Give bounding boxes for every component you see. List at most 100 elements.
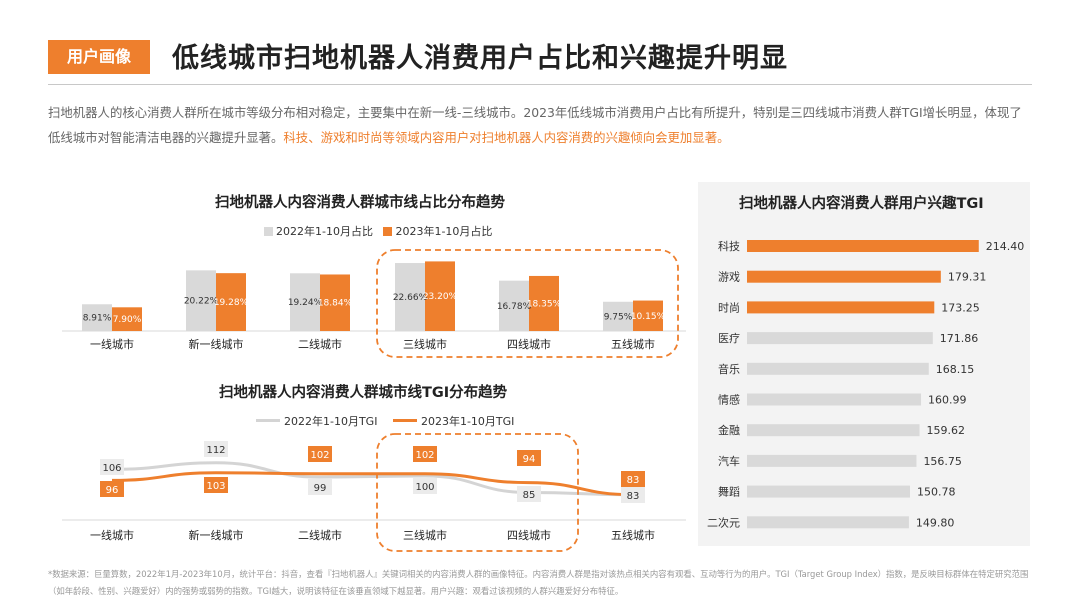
legend-line-label-2022: 2022年1-10月TGI — [284, 415, 378, 428]
interest-value-8: 150.78 — [917, 486, 956, 499]
legend-line-label-2023: 2023年1-10月TGI — [420, 415, 515, 428]
interest-bar-4 — [747, 362, 929, 375]
tgi-label-bg-2023-3 — [413, 446, 437, 462]
line-series-2022 — [111, 461, 634, 497]
tgi-label-2023-4: 94 — [523, 454, 536, 465]
interest-value-5: 160.99 — [928, 394, 967, 407]
interest-bar-7 — [747, 454, 917, 467]
interest-value-9: 149.80 — [916, 516, 955, 529]
interest-value-2: 173.25 — [941, 301, 980, 314]
tgi-label-bg-2023-1 — [204, 477, 228, 493]
interest-chart-title: 扫地机器人内容消费人群用户兴趣TGI — [739, 196, 984, 212]
interest-value-0: 214.40 — [986, 240, 1024, 253]
bar-label-2023-3: 23.20% — [423, 292, 458, 302]
bar-category-4: 四线城市 — [507, 337, 551, 351]
bar-category-5: 五线城市 — [611, 337, 655, 351]
interest-category-1: 游戏 — [718, 271, 740, 284]
bar-chart-legend: 2022年1-10月占比 2023年1-10月占比 — [264, 223, 492, 239]
tgi-label-bg-2023-2 — [308, 446, 332, 462]
tgi-label-2023-0: 96 — [106, 485, 119, 496]
interest-category-2: 时尚 — [718, 300, 740, 314]
intro-paragraph: 扫地机器人的核心消费人群所在城市等级分布相对稳定，主要集中在新一线-三线城市。2… — [48, 100, 1034, 150]
bar-2022-5 — [603, 301, 633, 331]
bar-2022-1 — [186, 270, 216, 331]
bar-category-1: 新一线城市 — [189, 337, 244, 351]
bar-category-2: 二线城市 — [298, 337, 342, 351]
tgi-label-2023-5: 83 — [627, 475, 640, 486]
bar-2023-3 — [425, 261, 455, 331]
bar-2022-2 — [290, 273, 320, 331]
interest-category-7: 汽车 — [718, 454, 740, 468]
line-category-5: 五线城市 — [611, 528, 655, 542]
bar-2023-4 — [529, 275, 559, 331]
legend-swatch-2022 — [264, 227, 273, 236]
bar-label-2022-2: 19.24% — [288, 298, 323, 308]
tgi-label-bg-2023-4 — [517, 450, 541, 466]
bar-label-2023-2: 18.84% — [318, 299, 353, 309]
bar-label-2023-1: 19.28% — [214, 298, 249, 308]
interest-category-5: 情感 — [718, 394, 740, 407]
interest-bar-6 — [747, 424, 920, 437]
interest-category-3: 医疗 — [718, 331, 740, 345]
bar-chart-title: 扫地机器人内容消费人群城市线占比分布趋势 — [215, 195, 505, 211]
bar-label-2023-5: 10.15% — [631, 312, 666, 322]
line-series-2023 — [111, 471, 634, 497]
tgi-label-2022-1: 112 — [206, 445, 225, 456]
bar-label-2022-4: 16.78% — [497, 302, 532, 312]
interest-category-8: 舞蹈 — [718, 486, 740, 499]
bar-2023-5 — [633, 300, 663, 331]
tgi-label-2023-2: 102 — [310, 450, 329, 461]
legend-line-2022 — [256, 419, 280, 422]
tgi-label-2022-5: 83 — [627, 491, 640, 502]
intro-text: 扫地机器人的核心消费人群所在城市等级分布相对稳定，主要集中在新一线-三线城市。2… — [48, 105, 1022, 145]
bar-label-2022-5: 9.75% — [604, 312, 633, 322]
bar-2022-3 — [395, 263, 425, 331]
legend-label-2022: 2022年1-10月占比 — [276, 225, 373, 238]
tgi-label-2022-3: 100 — [415, 482, 434, 493]
bar-2022-0 — [82, 304, 112, 331]
tgi-label-2022-2: 99 — [314, 483, 327, 494]
tgi-label-2022-0: 106 — [102, 463, 121, 474]
bar-category-0: 一线城市 — [90, 337, 134, 351]
interest-bar-8 — [747, 485, 910, 498]
bar-highlight-box — [376, 249, 679, 358]
bar-category-3: 三线城市 — [403, 337, 447, 351]
tgi-label-bg-2022-3 — [413, 478, 437, 494]
tgi-label-2022-4: 85 — [523, 490, 536, 501]
bar-2023-2 — [320, 274, 350, 331]
bar-2023-1 — [216, 273, 246, 331]
line-category-1: 新一线城市 — [189, 528, 244, 542]
bar-label-2023-4: 18.35% — [527, 299, 562, 309]
line-highlight-box — [376, 433, 579, 552]
interest-category-4: 音乐 — [718, 362, 740, 376]
bar-label-2022-0: 8.91% — [83, 314, 112, 324]
interest-bar-5 — [747, 393, 922, 406]
line-category-4: 四线城市 — [507, 528, 551, 542]
interest-value-7: 156.75 — [923, 455, 962, 468]
interest-bar-3 — [747, 332, 933, 345]
interest-value-4: 168.15 — [936, 363, 975, 376]
intro-highlight: 科技、游戏和时尚等领域内容用户对扫地机器人内容消费的兴趣倾向会更加显著。 — [283, 130, 730, 145]
tgi-label-2023-3: 102 — [415, 450, 434, 461]
interest-value-3: 171.86 — [940, 332, 979, 345]
line-category-2: 二线城市 — [298, 528, 342, 542]
tgi-label-bg-2022-1 — [204, 441, 228, 457]
tgi-label-bg-2023-5 — [621, 471, 645, 487]
interest-value-6: 159.62 — [927, 424, 966, 437]
tgi-label-bg-2022-5 — [621, 487, 645, 503]
page-title: 低线城市扫地机器人消费用户占比和兴趣提升明显 — [172, 43, 788, 74]
tgi-label-bg-2023-0 — [100, 481, 124, 497]
footnote: *数据来源：巨量算数，2022年1月-2023年10月，统计平台：抖音，查看『扫… — [48, 569, 1029, 596]
line-chart-legend: 2022年1-10月TGI 2023年1-10月TGI — [256, 413, 514, 429]
section-tag: 用户画像 — [48, 40, 150, 74]
interest-bar-9 — [747, 516, 909, 529]
interest-category-0: 科技 — [718, 239, 740, 253]
tgi-label-2023-1: 103 — [206, 481, 225, 492]
tgi-label-bg-2022-4 — [517, 486, 541, 502]
legend-line-2023 — [392, 419, 417, 422]
title-divider — [48, 84, 1032, 85]
tgi-label-bg-2022-2 — [308, 479, 332, 495]
interest-value-1: 179.31 — [948, 271, 987, 284]
line-chart-title: 扫地机器人内容消费人群城市线TGI分布趋势 — [219, 385, 508, 401]
